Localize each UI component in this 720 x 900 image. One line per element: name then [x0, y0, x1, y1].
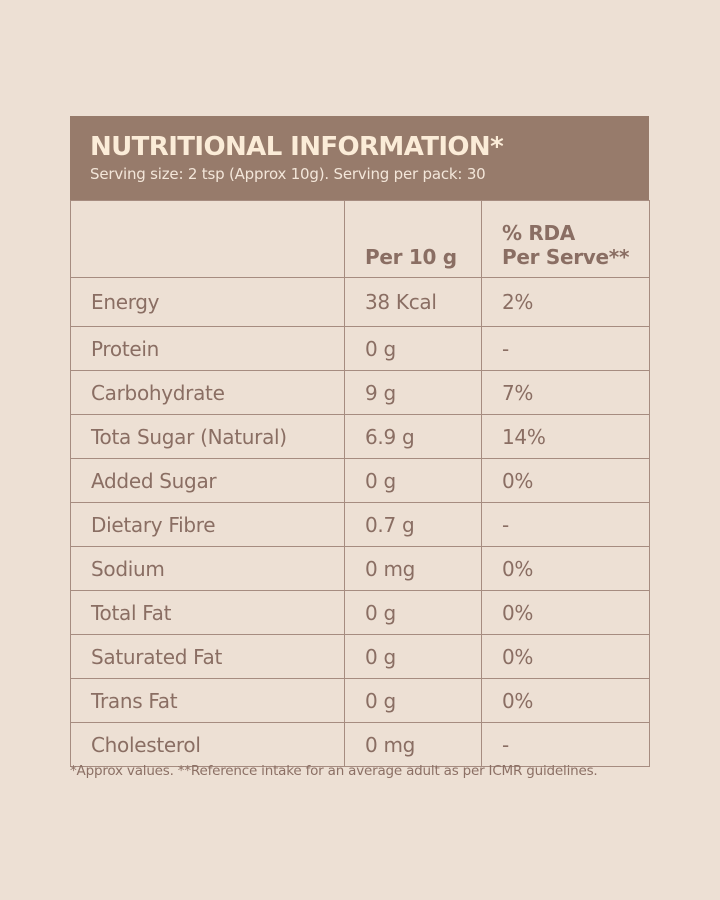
nutrient-amount: 0 g: [344, 678, 482, 723]
nutrient-name: Tota Sugar (Natural): [70, 414, 345, 459]
nutrient-rda: 0%: [481, 678, 650, 723]
table-row: Sodium 0 mg 0%: [70, 546, 650, 591]
table-row: Cholesterol 0 mg -: [70, 722, 650, 767]
nutrient-amount: 0 mg: [344, 546, 482, 591]
table-row: Carbohydrate 9 g 7%: [70, 370, 650, 415]
nutrient-amount: 0.7 g: [344, 502, 482, 547]
nutrient-amount: 6.9 g: [344, 414, 482, 459]
nutrient-amount: 0 g: [344, 326, 482, 371]
nutrient-name: Dietary Fibre: [70, 502, 345, 547]
nutrient-name: Trans Fat: [70, 678, 345, 723]
nutrition-title: NUTRITIONAL INFORMATION*: [90, 132, 504, 162]
nutrient-amount: 0 mg: [344, 722, 482, 767]
nutrient-amount: 0 g: [344, 458, 482, 503]
table-row: Tota Sugar (Natural) 6.9 g 14%: [70, 414, 650, 459]
nutrient-rda: -: [481, 722, 650, 767]
nutrition-table: Per 10 g % RDA Per Serve** Energy 38 Kcal…: [70, 200, 650, 767]
nutrient-rda: -: [481, 502, 650, 547]
table-row: Saturated Fat 0 g 0%: [70, 634, 650, 679]
table-row: Dietary Fibre 0.7 g -: [70, 502, 650, 547]
nutrition-header: NUTRITIONAL INFORMATION* Serving size: 2…: [70, 116, 649, 200]
table-row: Added Sugar 0 g 0%: [70, 458, 650, 503]
nutrient-name: Total Fat: [70, 590, 345, 635]
nutrient-rda: 0%: [481, 458, 650, 503]
nutrient-rda: 0%: [481, 590, 650, 635]
column-header-nutrient: [70, 200, 345, 278]
nutrient-name: Protein: [70, 326, 345, 371]
nutrient-amount: 0 g: [344, 634, 482, 679]
nutrient-name: Cholesterol: [70, 722, 345, 767]
nutrition-panel: NUTRITIONAL INFORMATION* Serving size: 2…: [70, 116, 650, 767]
nutrient-rda: 14%: [481, 414, 650, 459]
nutrient-amount: 0 g: [344, 590, 482, 635]
nutrient-name: Carbohydrate: [70, 370, 345, 415]
nutrient-name: Energy: [70, 277, 345, 327]
table-row: Trans Fat 0 g 0%: [70, 678, 650, 723]
nutrient-rda: 2%: [481, 277, 650, 327]
nutrient-amount: 38 Kcal: [344, 277, 482, 327]
nutrient-name: Sodium: [70, 546, 345, 591]
nutrient-rda: 0%: [481, 634, 650, 679]
nutrient-name: Added Sugar: [70, 458, 345, 503]
nutrient-rda: 7%: [481, 370, 650, 415]
per-serve-label: Per Serve**: [502, 245, 630, 269]
table-row: Protein 0 g -: [70, 326, 650, 371]
nutrient-rda: 0%: [481, 546, 650, 591]
serving-info: Serving size: 2 tsp (Approx 10g). Servin…: [90, 165, 486, 183]
nutrient-rda: -: [481, 326, 650, 371]
table-row: Total Fat 0 g 0%: [70, 590, 650, 635]
table-row: Energy 38 Kcal 2%: [70, 277, 650, 327]
nutrient-name: Saturated Fat: [70, 634, 345, 679]
footnote: *Approx values. **Reference intake for a…: [70, 763, 598, 779]
table-header-row: Per 10 g % RDA Per Serve**: [70, 200, 650, 278]
column-header-rda: % RDA Per Serve**: [481, 200, 650, 278]
column-header-per-10g: Per 10 g: [344, 200, 482, 278]
nutrient-amount: 9 g: [344, 370, 482, 415]
rda-label: % RDA: [502, 221, 575, 245]
